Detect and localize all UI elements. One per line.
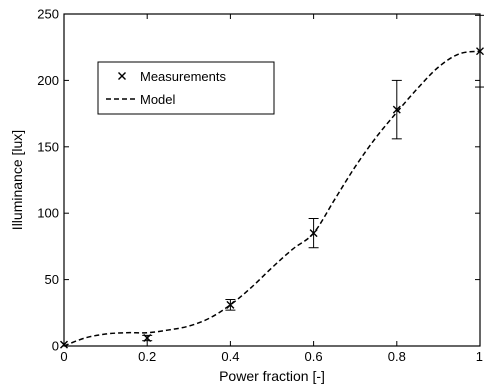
legend-measurements-marker	[118, 72, 126, 80]
measurement-point	[391, 79, 402, 140]
legend-box	[97, 61, 275, 115]
x-marker	[309, 229, 318, 238]
x-marker	[226, 300, 235, 309]
legend: Measurements Model	[97, 61, 275, 115]
x-marker	[143, 334, 152, 343]
x-tick-label: 0.6	[305, 349, 323, 364]
x-marker	[392, 105, 401, 114]
legend-measurements-label: Measurements	[140, 69, 226, 84]
y-axis-ticks: 0 50 100 150 200 250	[37, 7, 480, 354]
y-tick-label: 50	[45, 272, 59, 287]
x-tick-label: 0	[60, 349, 67, 364]
measurement-point	[142, 334, 153, 343]
y-tick-label: 200	[37, 73, 59, 88]
x-tick-label: 0.8	[388, 349, 406, 364]
x-tick-label: 0.4	[221, 349, 239, 364]
y-tick-label: 0	[52, 339, 59, 354]
y-axis-label: Illuminance [lux]	[9, 130, 25, 230]
plot-frame	[63, 13, 481, 347]
y-tick-label: 100	[37, 206, 59, 221]
y-tick-label: 150	[37, 139, 59, 154]
x-marker	[118, 72, 126, 80]
legend-model-label: Model	[140, 92, 176, 107]
y-tick-label: 250	[37, 7, 59, 22]
x-axis-label: Power fraction [-]	[219, 368, 325, 384]
x-tick-label: 0.2	[138, 349, 156, 364]
measurement-point	[308, 218, 319, 249]
measurement-point	[225, 299, 236, 311]
x-tick-label: 1	[476, 349, 483, 364]
